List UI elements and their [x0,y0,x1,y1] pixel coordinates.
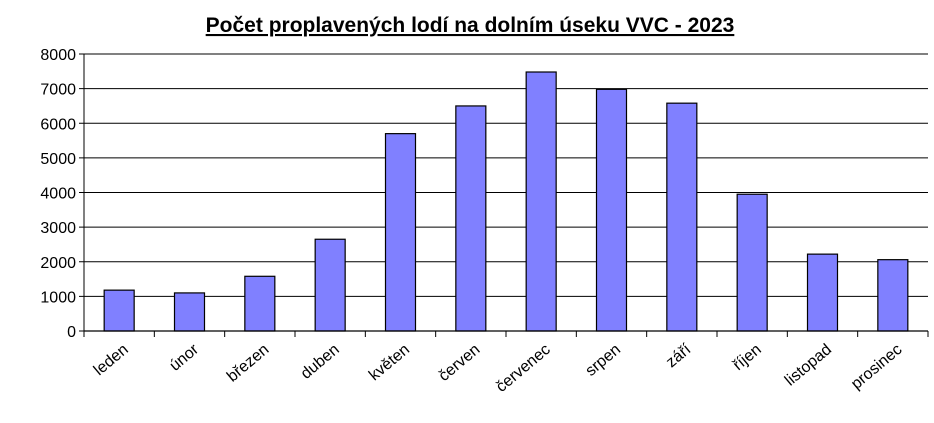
bar [103,289,135,332]
y-tick-label: 3000 [40,220,76,237]
y-tick-label: 6000 [40,116,76,133]
bar [525,71,557,332]
x-tick-label: březen [224,341,272,385]
bar [666,102,698,332]
y-tick-label: 8000 [40,47,76,64]
bar [173,292,206,332]
y-tick-label: 0 [67,324,76,341]
x-tick-label: únor [167,341,203,375]
bar [806,253,839,332]
bar [455,105,487,332]
x-tick-label: červenec [493,341,554,396]
bar [314,238,346,332]
bar [595,88,628,332]
y-tick-label: 1000 [40,289,76,306]
y-tick-label: 7000 [40,82,76,99]
x-tick-label: květen [366,341,413,384]
chart-title: Počet proplavených lodí na dolním úseku … [206,14,735,37]
bar [877,259,909,332]
x-tick-label: září [663,341,695,372]
bar [384,133,417,332]
x-tick-label: červen [436,341,484,385]
x-tick-label: prosinec [848,341,905,393]
bar [736,193,768,332]
x-tick-label: srpen [582,341,624,380]
x-tick-label: duben [298,341,343,383]
bar [244,275,276,332]
x-tick-label: leden [91,341,132,379]
y-tick-label: 4000 [40,186,76,203]
x-tick-label: říjen [730,341,765,374]
y-tick-label: 2000 [40,255,76,272]
y-tick-label: 5000 [40,151,76,168]
x-tick-label: listopad [782,341,835,389]
